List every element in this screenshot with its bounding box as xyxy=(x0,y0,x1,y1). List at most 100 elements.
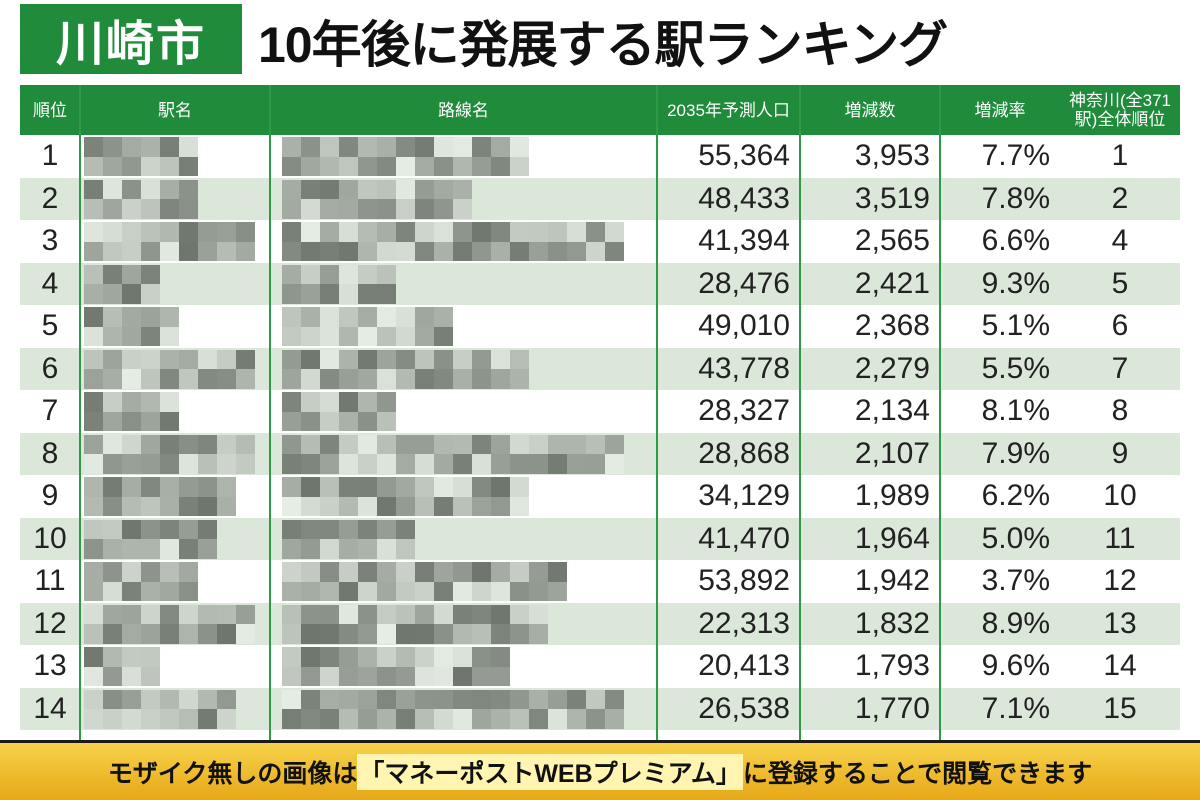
column-divider xyxy=(269,85,271,740)
mosaic xyxy=(141,137,160,157)
mosaic xyxy=(301,666,320,686)
mosaic xyxy=(415,666,434,686)
mosaic xyxy=(491,604,510,624)
mosaic xyxy=(160,539,179,559)
mosaic xyxy=(529,581,548,601)
mosaic xyxy=(179,434,198,454)
mosaic xyxy=(415,326,434,346)
mosaic xyxy=(301,624,320,644)
mosaic xyxy=(529,604,548,624)
mosaic xyxy=(491,624,510,644)
mosaic xyxy=(84,604,103,624)
mosaic xyxy=(282,709,301,729)
mosaic xyxy=(122,434,141,454)
mosaic xyxy=(122,604,141,624)
mosaic xyxy=(434,562,453,582)
mosaic xyxy=(453,369,472,389)
mosaic xyxy=(320,222,339,242)
mosaic xyxy=(605,222,624,242)
mosaic xyxy=(377,307,396,327)
mosaic xyxy=(160,222,179,242)
mosaic xyxy=(434,454,453,474)
mosaic xyxy=(510,604,529,624)
table-cell: 1,964 xyxy=(854,521,930,555)
mosaic xyxy=(586,689,605,709)
mosaic xyxy=(358,647,377,667)
mosaic xyxy=(377,539,396,559)
column-header: 2035年予測人口 xyxy=(657,85,800,135)
mosaic xyxy=(217,496,236,516)
mosaic xyxy=(434,222,453,242)
mosaic xyxy=(396,179,415,199)
mosaic xyxy=(453,199,472,219)
mosaic xyxy=(301,264,320,284)
mosaic xyxy=(377,179,396,199)
mosaic xyxy=(301,241,320,261)
mosaic xyxy=(339,199,358,219)
column-header: 駅名 xyxy=(80,85,270,135)
mosaic xyxy=(160,604,179,624)
mosaic xyxy=(491,137,510,157)
mosaic xyxy=(320,689,339,709)
mosaic xyxy=(377,411,396,431)
table-cell: 2,565 xyxy=(854,224,930,258)
mosaic xyxy=(198,222,217,242)
mosaic xyxy=(339,624,358,644)
mosaic xyxy=(415,496,434,516)
mosaic xyxy=(84,284,103,304)
mosaic xyxy=(198,709,217,729)
mosaic xyxy=(491,666,510,686)
mosaic xyxy=(396,222,415,242)
mosaic xyxy=(122,581,141,601)
mosaic xyxy=(510,156,529,176)
mosaic xyxy=(282,411,301,431)
mosaic xyxy=(141,666,160,686)
mosaic xyxy=(141,434,160,454)
mosaic xyxy=(434,581,453,601)
mosaic xyxy=(434,647,453,667)
mosaic xyxy=(377,284,396,304)
table-cell: 26,538 xyxy=(698,691,790,725)
mosaic xyxy=(217,369,236,389)
mosaic xyxy=(84,199,103,219)
mosaic xyxy=(510,222,529,242)
mosaic xyxy=(179,241,198,261)
table-cell: 6 xyxy=(41,351,59,385)
mosaic xyxy=(141,156,160,176)
mosaic xyxy=(415,241,434,261)
table-cell: 41,394 xyxy=(698,224,790,258)
mosaic xyxy=(160,369,179,389)
table-cell: 14 xyxy=(33,691,67,725)
mosaic xyxy=(160,562,179,582)
mosaic xyxy=(320,156,339,176)
mosaic xyxy=(320,434,339,454)
column-header-line: 神奈川(全371 xyxy=(1068,91,1172,110)
mosaic xyxy=(434,241,453,261)
mosaic xyxy=(358,581,377,601)
mosaic xyxy=(396,369,415,389)
mosaic xyxy=(122,689,141,709)
mosaic xyxy=(301,709,320,729)
mosaic xyxy=(358,264,377,284)
mosaic xyxy=(301,689,320,709)
mosaic xyxy=(103,689,122,709)
mosaic xyxy=(301,496,320,516)
mosaic xyxy=(396,519,415,539)
mosaic xyxy=(282,349,301,369)
mosaic xyxy=(122,411,141,431)
mosaic xyxy=(415,222,434,242)
mosaic xyxy=(529,241,548,261)
mosaic xyxy=(198,349,217,369)
table-cell: 2 xyxy=(1111,181,1129,215)
mosaic xyxy=(339,647,358,667)
mosaic xyxy=(282,241,301,261)
table-cell: 2,134 xyxy=(854,394,930,428)
mosaic xyxy=(103,411,122,431)
mosaic xyxy=(141,222,160,242)
mosaic xyxy=(586,454,605,474)
mosaic xyxy=(472,581,491,601)
mosaic xyxy=(358,539,377,559)
mosaic xyxy=(529,222,548,242)
mosaic xyxy=(160,392,179,412)
mosaic xyxy=(472,666,491,686)
